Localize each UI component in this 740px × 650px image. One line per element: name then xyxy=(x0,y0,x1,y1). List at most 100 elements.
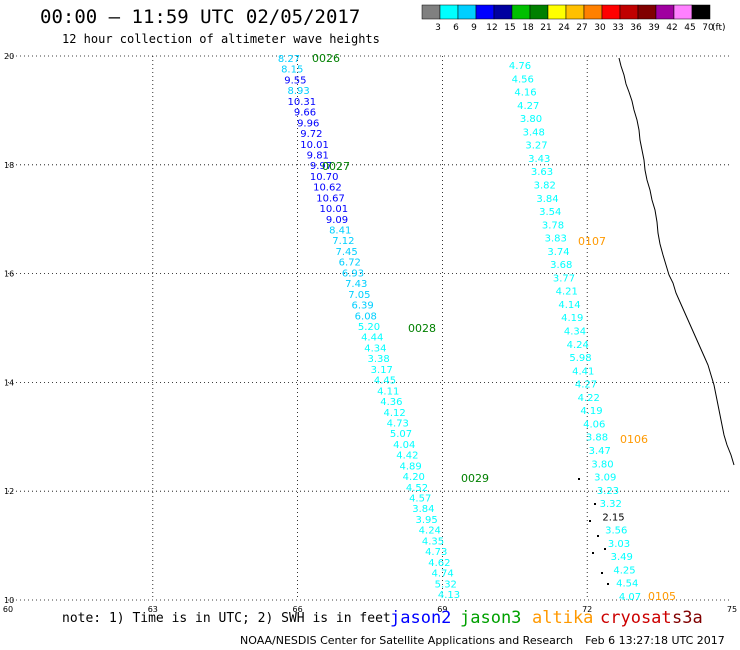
swh-value: 3.09 xyxy=(594,473,616,484)
track-id-label: 0029 xyxy=(461,472,489,485)
swh-value: 6.93 xyxy=(342,268,364,279)
swh-value: 3.48 xyxy=(523,127,545,138)
colorbar-swatch xyxy=(439,4,459,20)
swh-value: 4.35 xyxy=(422,536,444,547)
colorbar-swatch xyxy=(655,4,675,20)
swh-value: 4.13 xyxy=(438,590,460,601)
swh-value: 6.39 xyxy=(351,301,373,312)
swh-value: 4.34 xyxy=(364,343,386,354)
track-id-label: 0028 xyxy=(408,322,436,335)
swh-value: 3.32 xyxy=(600,499,622,510)
swh-value: 4.62 xyxy=(428,558,450,569)
swh-value: 10.01 xyxy=(300,140,329,151)
swh-value: 4.52 xyxy=(406,483,428,494)
swh-value: 6.08 xyxy=(355,311,377,322)
colorbar-swatch xyxy=(565,4,585,20)
swh-value: 8.27 xyxy=(278,54,300,65)
swh-value: 2.15 xyxy=(602,512,624,523)
island-marker xyxy=(601,572,603,574)
island-marker xyxy=(578,478,580,480)
swh-value: 3.49 xyxy=(611,552,633,563)
swh-value: 4.44 xyxy=(361,333,383,344)
swh-value: 3.54 xyxy=(539,207,561,218)
lon-tick-label: 66 xyxy=(293,605,303,614)
swh-value: 4.20 xyxy=(403,472,425,483)
colorbar-label: 36 xyxy=(630,23,642,33)
colorbar-swatch xyxy=(673,4,693,20)
swh-value: 4.34 xyxy=(564,327,586,338)
coastline xyxy=(618,57,735,466)
swh-value: 3.47 xyxy=(589,446,611,457)
colorbar-swatch xyxy=(691,4,711,20)
colorbar-swatch xyxy=(421,4,441,20)
swh-value: 4.06 xyxy=(583,419,605,430)
footer-credit: NOAA/NESDIS Center for Satellite Applica… xyxy=(240,634,574,647)
lat-tick-label: 20 xyxy=(4,52,14,61)
swh-value: 7.45 xyxy=(335,247,357,258)
island-marker xyxy=(592,552,594,554)
swh-value: 3.27 xyxy=(525,141,547,152)
swh-value: 4.19 xyxy=(561,313,583,324)
track-id-label: 0107 xyxy=(578,235,606,248)
swh-value: 3.95 xyxy=(415,515,437,526)
colorbar-label: 21 xyxy=(540,23,551,33)
swh-value: 4.07 xyxy=(619,592,641,603)
colorbar-label: 9 xyxy=(471,23,477,33)
units-note: note: 1) Time is in UTC; 2) SWH is in fe… xyxy=(62,611,391,626)
swh-value: 4.76 xyxy=(509,61,531,72)
legend-jason2: jason2 xyxy=(390,608,452,628)
colorbar-swatch xyxy=(493,4,513,20)
track-id-label: 0027 xyxy=(322,160,350,173)
swh-value: 10.62 xyxy=(313,183,342,194)
swh-value: 10.01 xyxy=(319,204,348,215)
swh-value: 4.16 xyxy=(514,88,536,99)
colorbar-label: 6 xyxy=(453,23,459,33)
colorbar-label: 45 xyxy=(684,23,695,33)
track-id-label: 0106 xyxy=(620,433,648,446)
swh-value: 6.72 xyxy=(339,258,361,269)
island-marker xyxy=(604,548,606,550)
colorbar-label: 24 xyxy=(558,23,570,33)
swh-value: 9.96 xyxy=(297,118,319,129)
swh-value: 10.31 xyxy=(287,97,316,108)
swh-value: 3.84 xyxy=(412,504,434,515)
colorbar-swatch xyxy=(529,4,549,20)
colorbar-swatch xyxy=(583,4,603,20)
lon-tick-label: 63 xyxy=(148,605,158,614)
colorbar-swatch xyxy=(511,4,531,20)
swh-value: 4.36 xyxy=(380,397,402,408)
colorbar-label: 15 xyxy=(504,23,515,33)
island-marker xyxy=(597,535,599,537)
swh-value: 5.07 xyxy=(390,429,412,440)
swh-value: 9.97 xyxy=(310,161,332,172)
swh-value: 4.11 xyxy=(377,386,399,397)
swh-value: 9.66 xyxy=(294,108,316,119)
colorbar-swatch xyxy=(637,4,657,20)
lat-tick-label: 18 xyxy=(4,161,14,170)
colorbar-swatch xyxy=(457,4,477,20)
swh-value: 4.04 xyxy=(393,440,415,451)
swh-value: 4.27 xyxy=(517,101,539,112)
swh-value: 4.21 xyxy=(556,287,578,298)
swh-value: 3.78 xyxy=(542,220,564,231)
legend-jason3: jason3 xyxy=(460,608,522,628)
swh-value: 4.14 xyxy=(558,300,580,311)
swh-value: 4.24 xyxy=(419,526,441,537)
lat-tick-label: 12 xyxy=(4,487,14,496)
swh-value: 4.25 xyxy=(613,565,635,576)
swh-value: 4.57 xyxy=(409,494,431,505)
footer: NOAA/NESDIS Center for Satellite Applica… xyxy=(240,634,725,647)
swh-value: 4.24 xyxy=(567,340,589,351)
swh-value: 4.41 xyxy=(572,366,594,377)
swh-value: 10.70 xyxy=(310,172,339,183)
swh-value: 3.77 xyxy=(553,273,575,284)
swh-value: 9.55 xyxy=(284,75,306,86)
colorbar-swatch xyxy=(619,4,639,20)
colorbar-label: 39 xyxy=(648,23,660,33)
swh-value: 9.09 xyxy=(326,215,348,226)
colorbar-swatch xyxy=(475,4,495,20)
swh-value: 3.68 xyxy=(550,260,572,271)
map-subtitle: 12 hour collection of altimeter wave hei… xyxy=(62,32,380,46)
colorbar-label: 18 xyxy=(522,23,534,33)
